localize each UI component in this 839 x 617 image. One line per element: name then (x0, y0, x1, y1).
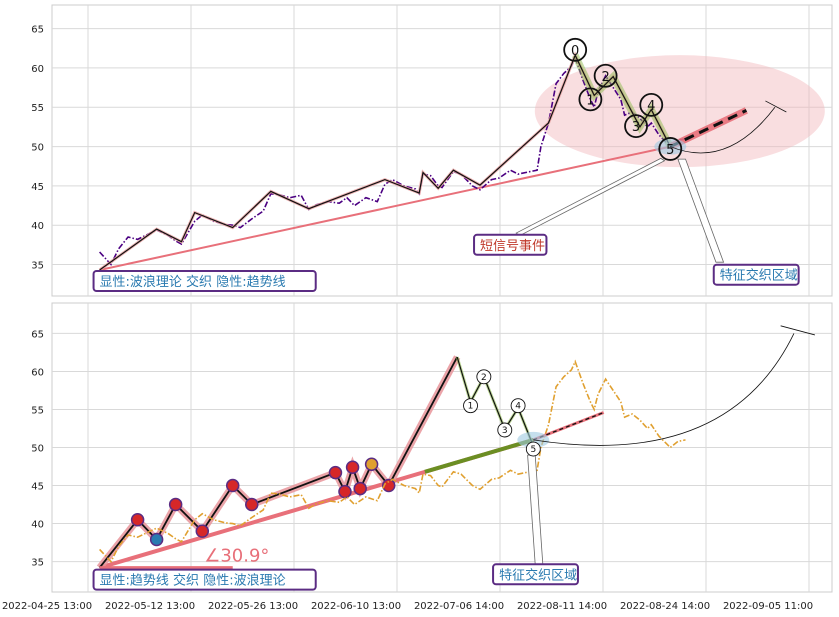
x-tick-label: 2022-07-06 14:00 (414, 601, 504, 612)
wave-label-circle (525, 441, 541, 457)
pointer-arrow (677, 158, 725, 263)
x-tick-label: 2022-08-11 14:00 (517, 601, 607, 612)
wave-label-circle (624, 114, 648, 139)
y-tick-label: 65 (31, 25, 44, 36)
y-tick-label: 50 (31, 143, 44, 154)
y-tick-label: 45 (31, 482, 44, 493)
projection-arc-cap (780, 325, 815, 336)
wave-label: 5 (530, 445, 536, 455)
wave-label-circle (639, 92, 664, 117)
annotation-text: 显性:波浪理论 交织 隐性:趋势线 (100, 274, 286, 290)
trend-point-marker (168, 497, 183, 512)
wave-label: 1 (468, 402, 474, 412)
trend-point-marker (149, 532, 164, 547)
trend-point-marker (328, 465, 343, 480)
annotation-box (712, 263, 800, 286)
trend-point-marker (345, 460, 360, 475)
projection-arc (533, 333, 795, 446)
wave-label: 0 (571, 44, 579, 59)
trend-point-marker (381, 478, 396, 493)
trend-point-marker (364, 457, 379, 471)
y-tick-label: 40 (31, 520, 44, 531)
y-tick-label: 60 (31, 367, 44, 378)
y-tick-label: 35 (31, 261, 44, 272)
wave-label: 5 (666, 143, 674, 158)
wave-label-circle (578, 87, 603, 112)
wave-line (99, 53, 671, 271)
projection-arc-cap (765, 100, 787, 113)
annotation-text: 显性:趋势线 交织 隐性:波浪理论 (100, 573, 286, 589)
forecast-line (669, 109, 748, 148)
trend-segment-green (424, 437, 534, 474)
forecast-line (533, 411, 604, 441)
wave-label-circle (497, 422, 513, 438)
y-tick-label: 45 (31, 182, 44, 193)
wave-label: 4 (647, 99, 655, 114)
x-tick-label: 2022-09-05 11:00 (723, 601, 813, 612)
wave-line (456, 356, 534, 447)
wave-label-circle (658, 137, 683, 161)
projection-arc (670, 107, 776, 154)
trend-point-marker (130, 513, 145, 527)
wave-label: 3 (502, 426, 508, 436)
annotation-box (92, 568, 317, 591)
trend-line (99, 145, 671, 271)
wave-label: 3 (632, 120, 640, 135)
plot-area (51, 4, 833, 297)
x-tick-label: 2022-05-26 13:00 (208, 601, 298, 612)
annotation-text: 特征交织区域 (720, 268, 798, 284)
price-line (99, 359, 686, 563)
trend-point-marker (195, 524, 210, 538)
trend-point-marker (245, 497, 259, 512)
wave-label-circle (563, 37, 588, 62)
wave-label: 2 (481, 373, 487, 383)
x-tick-label: 2022-08-24 14:00 (620, 601, 710, 612)
angle-label: ∠30.9° (204, 546, 269, 567)
annotation-box (492, 563, 579, 586)
trend-point-marker (338, 484, 352, 499)
wave-label: 2 (601, 70, 609, 85)
y-tick-label: 50 (31, 444, 44, 455)
x-tick-label: 2022-06-10 13:00 (311, 601, 401, 612)
y-tick-label: 55 (31, 103, 44, 114)
x-tick-label: 2022-05-12 13:00 (105, 601, 195, 612)
y-tick-label: 60 (31, 64, 44, 75)
x-tick-label: 2022-04-25 13:00 (2, 601, 92, 612)
y-tick-label: 65 (31, 329, 44, 340)
wave-label: 4 (515, 402, 521, 412)
trend-point-marker (225, 478, 240, 493)
y-tick-label: 35 (31, 558, 44, 569)
y-tick-label: 55 (31, 405, 44, 416)
y-tick-label: 40 (31, 221, 44, 232)
annotation-text: 短信号事件 (480, 239, 545, 254)
wave-label-circle (593, 63, 618, 88)
annotation-box (92, 269, 317, 292)
annotation-box (473, 233, 548, 256)
wave-label: 1 (586, 93, 594, 108)
annotation-text: 特征交织区域 (499, 567, 577, 583)
wave-label-circle (510, 398, 526, 414)
trend-point-marker (353, 481, 367, 496)
wave-label-circle (463, 398, 478, 414)
wave-label-circle (476, 369, 492, 385)
